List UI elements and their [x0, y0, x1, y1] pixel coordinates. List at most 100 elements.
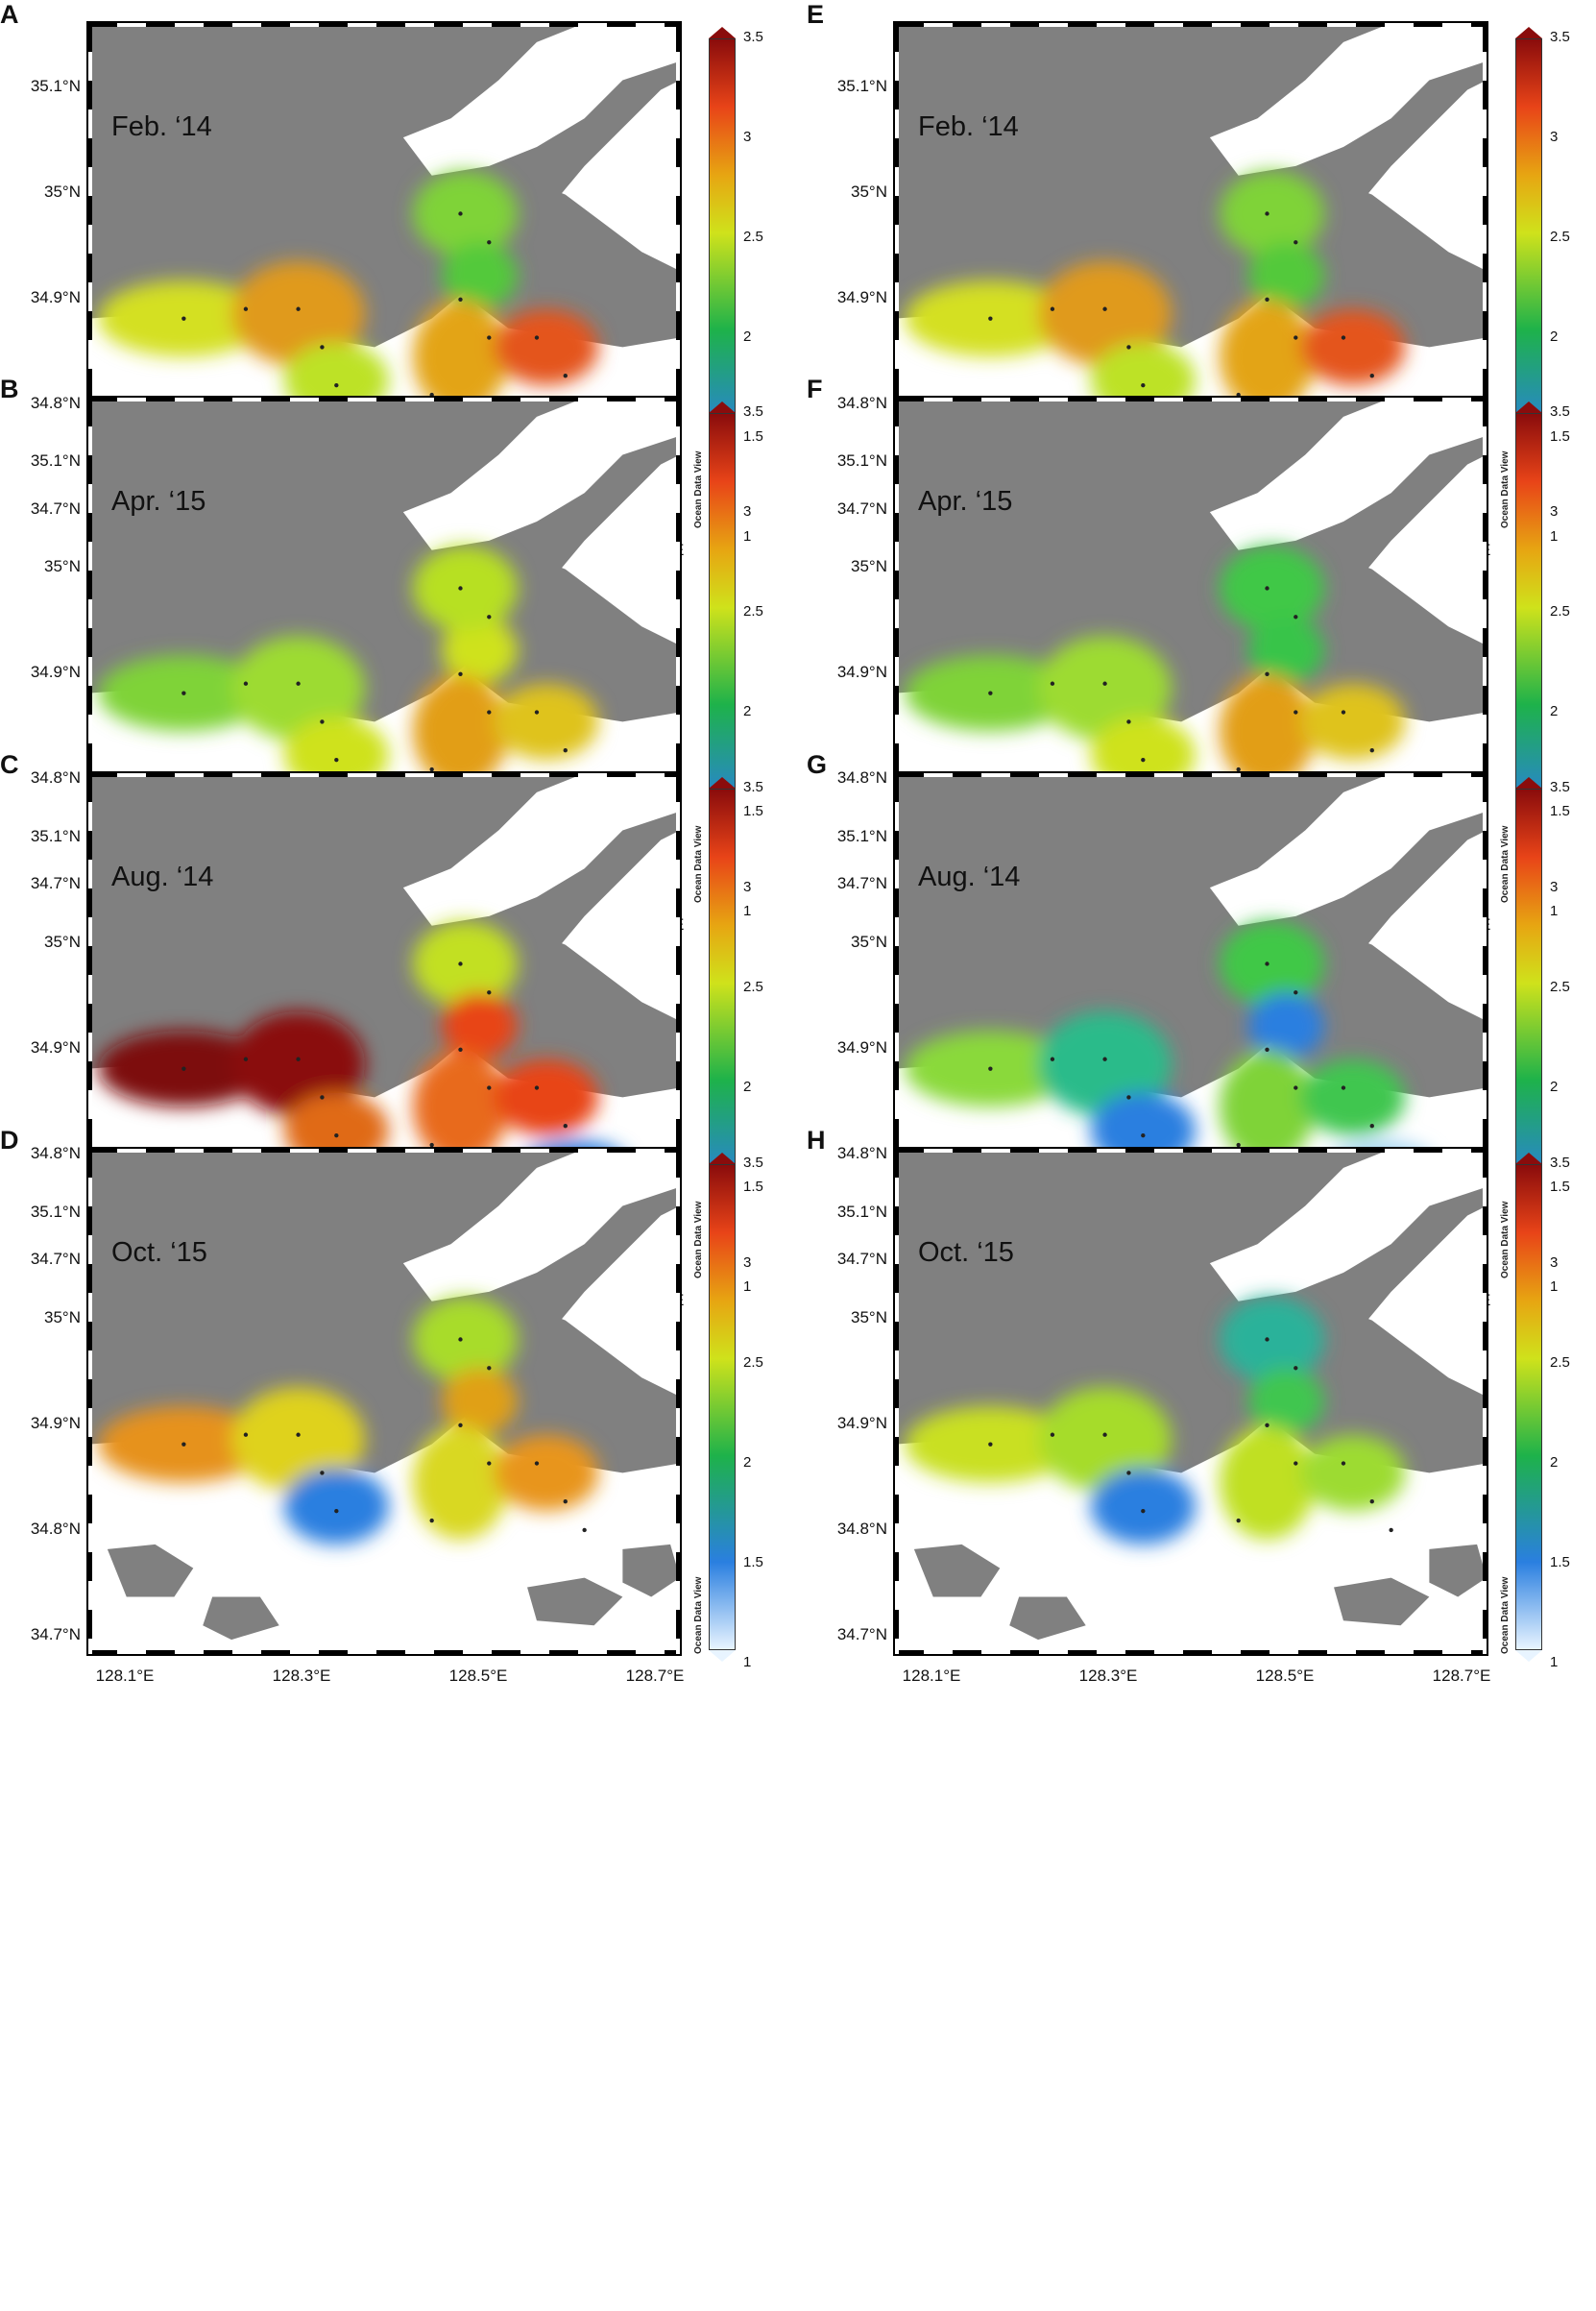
colorbar-tick-label: 2 — [1550, 1079, 1559, 1095]
land-mass — [895, 398, 1210, 598]
station-dot — [1294, 335, 1298, 340]
latitude-tick-label: 35°N — [851, 933, 887, 951]
water-region — [1209, 23, 1487, 176]
station-dot — [320, 345, 325, 350]
colorbar-tick-label: 1.5 — [743, 428, 763, 445]
land-mass — [107, 1544, 194, 1597]
latitude-tick-label: 34.9°N — [30, 288, 81, 306]
frame-border-left — [895, 1149, 899, 1654]
field-patch — [412, 920, 519, 1008]
land-mass — [88, 23, 403, 224]
latitude-tick-label: 34.7°N — [30, 1250, 81, 1268]
latitude-tick-label: 35.1°N — [836, 827, 887, 845]
colorbar-tick-label: 1.5 — [743, 803, 763, 819]
frame-border-top — [88, 398, 680, 401]
longitude-tick-label: 128.1°E — [95, 1666, 155, 1685]
station-dot — [988, 1066, 993, 1071]
colorbar-max-arrow — [1515, 401, 1542, 413]
station-dot — [1294, 990, 1298, 995]
station-dot — [1236, 766, 1241, 772]
latitude-tick-label: 34.7°N — [836, 1625, 887, 1643]
frame-border-right — [676, 1149, 680, 1654]
latitude-tick-label: 35°N — [851, 182, 887, 201]
colorbar-gradient — [709, 1164, 736, 1650]
colorbar-tick-label: 1.5 — [1550, 1179, 1570, 1195]
latitude-tick-label: 34.8°N — [836, 394, 887, 412]
station-dot — [1102, 306, 1107, 311]
water-region — [402, 773, 680, 926]
station-dot — [487, 1085, 492, 1090]
water-region — [402, 23, 680, 176]
station-dot — [296, 1432, 301, 1437]
station-dot — [429, 1518, 434, 1523]
colorbar-max-arrow — [709, 401, 736, 413]
field-patch — [441, 242, 519, 309]
latitude-tick-label: 34.9°N — [836, 288, 887, 306]
colorbar-tick-label: 2.5 — [1550, 603, 1570, 620]
ocean-data-view-credit: Ocean Data View — [1500, 1576, 1511, 1654]
period-label: Aug. ‘14 — [111, 862, 214, 892]
field-patch — [441, 1368, 519, 1435]
latitude-tick-label: 34.8°N — [30, 768, 81, 787]
frame-border-left — [88, 773, 92, 1278]
latitude-tick-label: 35°N — [44, 1308, 81, 1326]
colorbar-tick-label: 1.5 — [1550, 428, 1570, 445]
colorbar-tick-label: 3 — [743, 879, 752, 895]
map-canvas — [88, 1149, 680, 1654]
field-patch — [231, 261, 366, 367]
field-patch — [412, 1424, 509, 1540]
station-dot — [487, 1366, 492, 1371]
station-dot — [181, 316, 186, 321]
colorbar-max-arrow — [1515, 777, 1542, 789]
field-patch — [441, 992, 519, 1059]
field-patch — [1219, 1424, 1316, 1540]
longitude-tick-label: 128.3°E — [272, 1666, 331, 1685]
station-dot — [1050, 1432, 1055, 1437]
station-dot — [988, 316, 993, 321]
station-dot — [487, 990, 492, 995]
field-patch — [494, 308, 599, 386]
station-dot — [1369, 1499, 1374, 1504]
latitude-tick-label: 34.9°N — [30, 663, 81, 681]
station-dot — [534, 1461, 540, 1466]
field-patch — [1038, 1011, 1173, 1117]
colorbar-tick-label: 2.5 — [1550, 1354, 1570, 1371]
colorbar-tick-label: 1 — [1550, 1654, 1559, 1670]
latitude-tick-label: 35.1°N — [836, 77, 887, 95]
colorbar-tick-label: 2 — [1550, 1454, 1559, 1471]
station-dot — [181, 1066, 186, 1071]
latitude-tick-label: 34.7°N — [30, 499, 81, 518]
colorbar-tick-label: 2.5 — [1550, 229, 1570, 245]
station-dot — [320, 719, 325, 724]
longitude-tick-label: 128.7°E — [625, 1666, 685, 1685]
colorbar-tick-label: 3.5 — [1550, 1155, 1570, 1171]
map-panel-d: D Oct. ‘15 35.1°N 35°N 34.9°N 34.8°N 34.7°N 128… — [0, 1126, 787, 1702]
panel-letter: G — [807, 750, 828, 779]
period-label: Feb. ‘14 — [111, 111, 212, 142]
latitude-tick-label: 34.8°N — [836, 1520, 887, 1538]
colorbar-tick-label: 1.5 — [1550, 1554, 1570, 1570]
frame-border-top — [895, 398, 1487, 401]
panel-letter: B — [0, 375, 19, 403]
field-patch — [1038, 1387, 1173, 1493]
station-dot — [181, 1442, 186, 1447]
colorbar-tick-label: 1.5 — [1550, 803, 1570, 819]
latitude-tick-label: 34.9°N — [836, 1414, 887, 1432]
station-dot — [1126, 1095, 1131, 1100]
colorbar-tick-label: 3.5 — [743, 779, 763, 795]
field-patch — [231, 636, 366, 742]
station-dot — [487, 240, 492, 245]
interpolated-field — [97, 920, 628, 1188]
field-patch — [1090, 1468, 1196, 1545]
latitude-tick-label: 35°N — [44, 933, 81, 951]
field-patch — [231, 1387, 366, 1493]
station-dot — [563, 374, 568, 378]
latitude-tick-label: 35.1°N — [836, 1203, 887, 1221]
field-patch — [1300, 1434, 1406, 1512]
latitude-tick-label: 34.9°N — [836, 1038, 887, 1057]
longitude-tick-label: 128.1°E — [902, 1666, 961, 1685]
field-patch — [1038, 261, 1173, 367]
frame-border-left — [895, 398, 899, 903]
field-patch — [1219, 299, 1316, 414]
station-dot — [243, 681, 249, 686]
